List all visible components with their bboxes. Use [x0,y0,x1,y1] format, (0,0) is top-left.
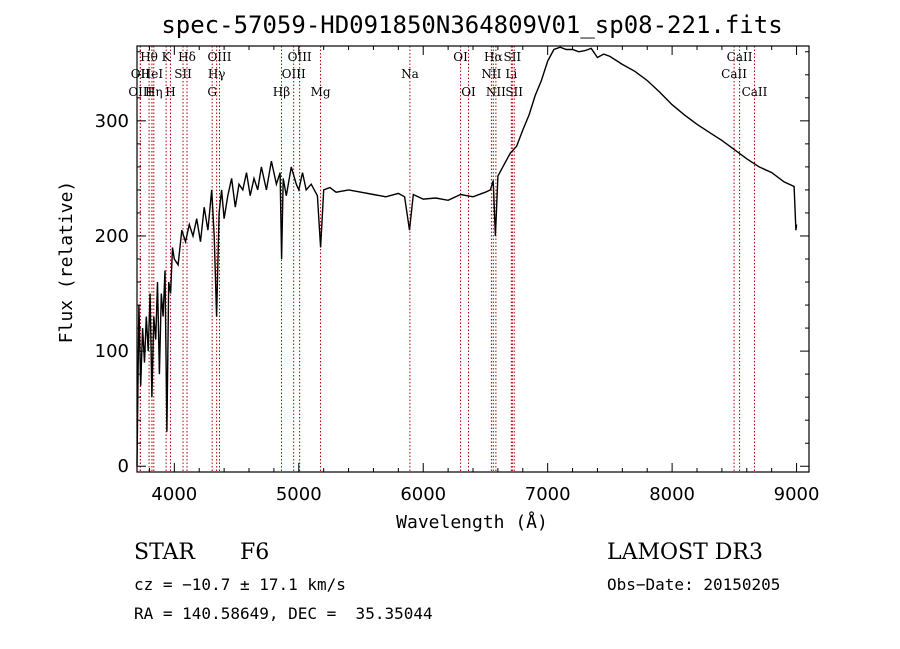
spectral-line-label: OIII [288,50,312,64]
y-tick-label: 100 [95,341,129,362]
spectral-line-label: NII [486,85,506,99]
y-tick-label: 300 [95,111,129,132]
spectrum-line [136,46,798,467]
spectral-line-label: OI [461,85,476,99]
spectral-line-label: SII [503,50,521,64]
spectral-line-label: Hα [484,50,503,64]
spectral-line-label: Mg [311,85,331,99]
spectral-line-label: NII [481,67,501,81]
spectral-line-label: CaII [727,50,753,64]
spectral-line-label: Li [505,67,517,81]
subclass: F6 [240,540,270,565]
spectral-line-label: HeI [141,67,164,81]
spectral-line-label: SII [505,85,523,99]
spectral-line-label: SII [174,67,192,81]
spectral-line-label: OII [131,67,151,81]
x-tick-label: 7000 [525,484,571,505]
spectral-line-label: OIII [282,67,306,81]
spectral-line-label: Hβ [273,85,290,99]
spectral-line-label: OIII [207,50,231,64]
x-axis-label: Wavelength (Å) [396,511,548,533]
spectral-line-label: OIII [128,85,152,99]
spectral-line-label: Hγ [208,67,226,81]
spectral-line-label: Na [401,67,419,81]
spectral-line-label: Hθ [140,50,158,64]
observation-date: Obs−Date: 20150205 [607,575,781,594]
coordinates: RA = 140.58649, DEC = 35.35044 [134,604,433,623]
spectral-line-label: H [165,85,175,99]
x-tick-label: 9000 [774,484,820,505]
spectral-line-label: K [162,50,172,64]
y-axis-ticks: 0 100 200 300 [95,51,809,477]
spectral-line-label: CaII [742,85,768,99]
x-axis-ticks: 4000 5000 6000 7000 8000 9000 [148,46,820,505]
x-tick-label: 4000 [151,484,197,505]
spectral-line-label: CaII [721,67,747,81]
x-tick-label: 5000 [276,484,322,505]
survey-name: LAMOST DR3 [607,540,763,565]
spectral-line-markers [139,46,755,472]
spectral-line-label: OI [453,50,468,64]
x-tick-label: 8000 [649,484,695,505]
x-tick-label: 6000 [400,484,446,505]
spectral-line-label: G [207,85,217,99]
y-tick-label: 0 [118,456,129,477]
spectral-line-label: Hδ [178,50,196,64]
plot-frame [136,45,810,473]
object-class: STAR [134,540,195,565]
y-axis-label: Flux (relative) [56,181,77,344]
y-tick-label: 200 [95,226,129,247]
chart-title: spec-57059-HD091850N364809V01_sp08-221.f… [161,11,782,39]
spectral-line-label: Hη [145,85,163,99]
redshift-value: cz = −10.7 ± 17.1 km/s [134,575,346,594]
